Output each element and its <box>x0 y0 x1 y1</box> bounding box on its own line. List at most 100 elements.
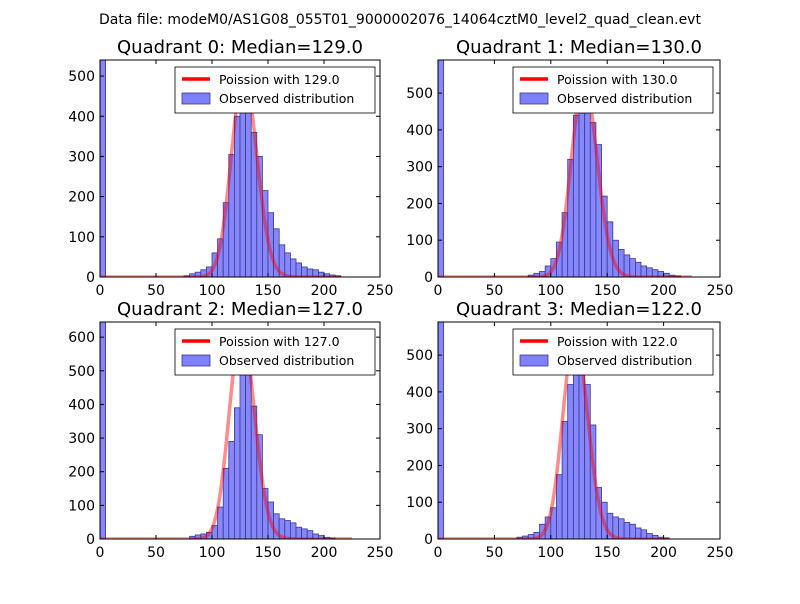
figure-title: Data file: modeM0/AS1G08_055T01_90000020… <box>99 12 701 28</box>
histogram-bar <box>100 322 106 539</box>
quadrant-2-title: Quadrant 2: Median=127.0 <box>117 299 363 320</box>
x-tick-label: 50 <box>147 283 165 299</box>
quadrant-3-plot: Quadrant 3: Median=122.0 0 50 100 150 200 250 0… <box>406 299 733 561</box>
histogram-bar <box>222 467 230 539</box>
x-tick-label: 50 <box>485 545 503 561</box>
poisson-line <box>438 80 693 277</box>
quadrant-0-plot: Quadrant 0: Median=129.0 0 50 100 150 200 250 0… <box>68 37 393 299</box>
legend-box <box>512 66 714 114</box>
histogram-bar <box>589 424 597 539</box>
histogram-bar <box>284 252 291 277</box>
x-tick-label: 250 <box>707 283 734 299</box>
histogram-bar <box>629 523 636 539</box>
x-tick-label: 250 <box>367 545 394 561</box>
histogram-bar <box>618 518 625 539</box>
x-tick-label: 50 <box>485 283 503 299</box>
quadrant-0-title: Quadrant 0: Median=129.0 <box>117 37 363 58</box>
histogram-bar <box>584 100 591 277</box>
legend-bar-label: Observed distribution <box>557 91 692 106</box>
y-tick-label: 0 <box>86 270 95 286</box>
histogram-bar <box>329 537 336 539</box>
histogram-bar <box>567 384 574 539</box>
y-tick-label: 200 <box>68 465 95 481</box>
quadrant-3-title: Quadrant 3: Median=122.0 <box>456 299 702 320</box>
y-tick-label: 300 <box>406 160 433 176</box>
x-tick-label: 200 <box>311 283 338 299</box>
x-tick-label: 150 <box>255 545 282 561</box>
y-tick-label: 300 <box>406 422 433 438</box>
y-tick-label: 300 <box>68 431 95 447</box>
histogram-bar <box>289 258 297 277</box>
quadrant-2-axes-frame <box>99 321 381 540</box>
histogram-bar <box>561 420 569 539</box>
quadrant-1-plot: Quadrant 1: Median=130.0 0 50 100 150 200 250 0… <box>406 37 733 299</box>
histogram-bar <box>245 91 252 277</box>
x-tick-label: 100 <box>199 283 226 299</box>
legend-line-label: Poission with 127.0 <box>219 334 340 349</box>
histogram-bar <box>623 522 631 539</box>
legend-bar-swatch <box>519 354 549 367</box>
x-tick-label: 200 <box>650 545 677 561</box>
histogram-bar <box>629 258 636 277</box>
quadrant-0-axes-frame <box>99 59 381 278</box>
quadrant-3-bars <box>438 322 670 539</box>
histogram-bar <box>233 407 241 539</box>
y-tick-label: 100 <box>68 498 95 514</box>
legend-bar-label: Observed distribution <box>219 353 354 368</box>
histogram-bar <box>635 261 642 277</box>
x-tick-label: 0 <box>434 283 443 299</box>
x-tick-label: 0 <box>96 283 105 299</box>
y-tick-label: 100 <box>406 495 433 511</box>
x-tick-label: 100 <box>199 545 226 561</box>
quadrant-1-title: Quadrant 1: Median=130.0 <box>456 37 702 58</box>
histogram-bar <box>578 100 586 277</box>
y-tick-label: 600 <box>68 330 95 346</box>
legend-line-label: Poission with 130.0 <box>557 72 678 87</box>
x-tick-label: 50 <box>147 545 165 561</box>
y-tick-label: 400 <box>68 109 95 125</box>
legend-bar-swatch <box>181 92 211 105</box>
x-tick-label: 150 <box>594 545 621 561</box>
histogram-bar <box>438 60 445 277</box>
y-tick-label: 400 <box>68 397 95 413</box>
x-tick-label: 150 <box>594 283 621 299</box>
legend-box <box>174 66 376 114</box>
histogram-bar <box>228 441 235 539</box>
quadrant-2-legend: Poission with 127.0 Observed distribution <box>174 328 376 376</box>
x-tick-label: 200 <box>650 283 677 299</box>
y-tick-label: 500 <box>406 348 433 364</box>
histogram-bar <box>295 262 302 277</box>
y-tick-label: 500 <box>68 364 95 380</box>
x-tick-label: 0 <box>96 545 105 561</box>
y-tick-label: 200 <box>406 458 433 474</box>
y-tick-label: 500 <box>406 86 433 102</box>
y-tick-label: 200 <box>406 196 433 212</box>
y-tick-label: 100 <box>406 233 433 249</box>
x-tick-label: 250 <box>367 283 394 299</box>
legend-line-label: Poission with 122.0 <box>557 334 678 349</box>
legend-line-label: Poission with 129.0 <box>219 72 340 87</box>
x-tick-label: 100 <box>537 545 564 561</box>
quadrant-0-legend: Poission with 129.0 Observed distribution <box>174 66 376 114</box>
x-tick-label: 100 <box>537 283 564 299</box>
y-tick-label: 500 <box>68 69 95 85</box>
histogram-bar <box>100 60 106 277</box>
x-tick-label: 0 <box>434 545 443 561</box>
legend-bar-swatch <box>519 92 549 105</box>
legend-bar-label: Observed distribution <box>219 91 354 106</box>
quadrant-1-axes-frame <box>437 59 721 278</box>
histogram-bar <box>233 115 241 277</box>
histogram-bar <box>438 322 445 539</box>
quadrant-3-axes-frame <box>437 321 721 540</box>
y-tick-label: 400 <box>406 385 433 401</box>
histogram-bar <box>239 360 246 539</box>
x-tick-label: 200 <box>311 545 338 561</box>
y-tick-label: 0 <box>86 532 95 548</box>
y-tick-label: 200 <box>68 190 95 206</box>
x-tick-label: 150 <box>255 283 282 299</box>
poisson-line <box>100 328 353 539</box>
y-tick-label: 100 <box>68 230 95 246</box>
y-tick-label: 300 <box>68 149 95 165</box>
quadrant-3-legend: Poission with 122.0 Observed distribution <box>512 328 714 376</box>
y-tick-label: 0 <box>424 532 433 548</box>
